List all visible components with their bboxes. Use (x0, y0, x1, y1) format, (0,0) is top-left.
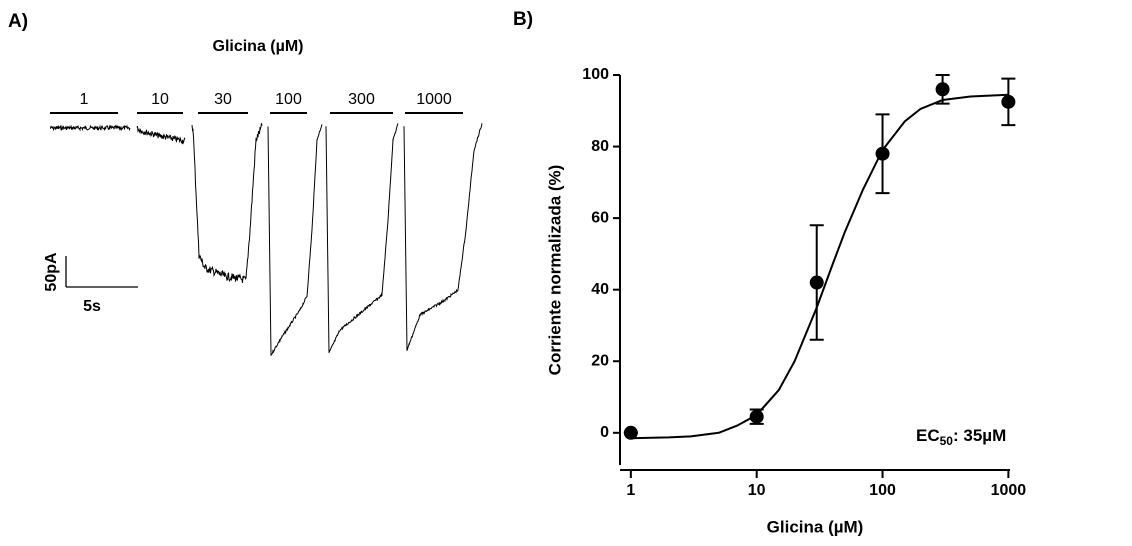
trace-title: Glicina (µM) (213, 38, 304, 55)
concentration-label: 100 (275, 91, 302, 108)
annotation-part: 50 (940, 434, 954, 448)
concentration-label: 1000 (416, 91, 452, 108)
data-point (809, 275, 824, 290)
x-tick-label: 10 (748, 482, 766, 499)
fit-curve (630, 93, 1009, 440)
concentration-label: 300 (348, 91, 375, 108)
current-trace (325, 123, 399, 353)
current-trace (49, 124, 131, 132)
current-trace (403, 123, 483, 351)
current-trace (136, 125, 186, 145)
y-axis-label: Corriente normalizada (%) (545, 165, 564, 376)
scale-label: 50pA (43, 252, 60, 292)
scale-label: 5s (83, 298, 101, 315)
annotation-part: EC (916, 426, 940, 445)
data-point (935, 82, 950, 97)
data-point (623, 425, 638, 440)
annotation-part: : 35µM (953, 426, 1006, 445)
concentration-label: 1 (80, 91, 89, 108)
x-tick-label: 1000 (991, 482, 1027, 499)
concentration-label: 30 (214, 91, 232, 108)
x-tick-label: 1 (626, 482, 635, 499)
data-point (1001, 94, 1016, 109)
data-point (749, 409, 764, 424)
x-axis-label: Glicina (µM) (767, 517, 864, 536)
y-tick-label: 60 (591, 209, 609, 226)
y-tick-label: 80 (591, 138, 609, 155)
panel-label: B) (513, 9, 533, 30)
y-tick-label: 0 (600, 424, 609, 441)
y-tick-label: 100 (582, 66, 609, 83)
current-trace (191, 123, 263, 283)
current-trace (267, 124, 323, 356)
panel-label: A) (8, 11, 28, 32)
y-tick-label: 40 (591, 281, 609, 298)
y-tick-label: 20 (591, 352, 609, 369)
data-point (875, 146, 890, 161)
x-tick-label: 100 (869, 482, 896, 499)
concentration-label: 10 (151, 91, 169, 108)
annotation: EC50: 35µM (916, 426, 1006, 448)
